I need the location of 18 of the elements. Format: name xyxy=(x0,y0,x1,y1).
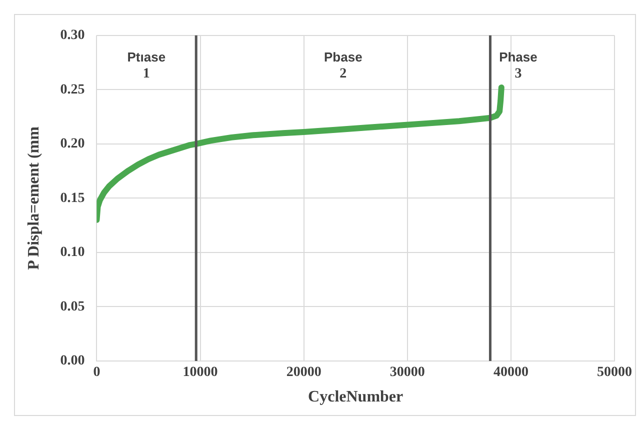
x-axis-title: CycleNumber xyxy=(308,388,404,406)
annotation: Pbase 2 xyxy=(324,49,362,82)
y-tick-label: 0.15 xyxy=(60,190,85,206)
y-tick-label: 0.25 xyxy=(60,82,85,98)
y-tick-label: 0.05 xyxy=(60,299,85,314)
y-axis-title: P Displa=ement (mm xyxy=(26,126,43,270)
x-tick-label: 10000 xyxy=(182,365,218,380)
y-tick-label: 0.00 xyxy=(60,354,85,369)
x-tick-label: 30000 xyxy=(390,365,425,380)
annotation: Phase 3 xyxy=(499,49,538,82)
y-tick-label: 0.10 xyxy=(60,245,85,260)
y-tick-label: 0.20 xyxy=(60,136,85,152)
x-tick-label: 0 xyxy=(93,365,100,380)
x-tick-label: 50000 xyxy=(597,365,632,380)
x-tick-label: 20000 xyxy=(286,365,322,380)
y-tick-label: 0.30 xyxy=(60,28,85,44)
x-tick-label: 40000 xyxy=(493,365,528,380)
annotation: Ptıase 1 xyxy=(127,49,166,82)
